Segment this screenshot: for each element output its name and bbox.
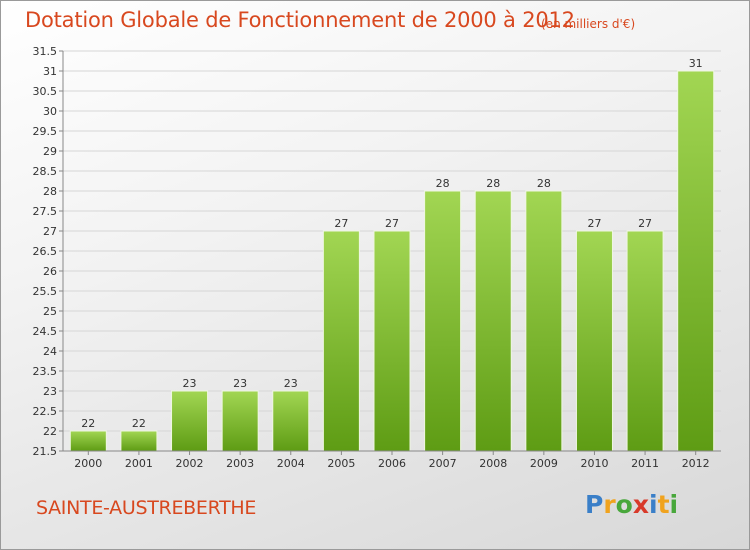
bar-2002 (171, 390, 209, 452)
x-tick-label: 2007 (429, 457, 457, 470)
y-tick-label: 27.5 (33, 205, 58, 218)
data-label: 28 (486, 177, 500, 190)
logo-letter: P (585, 490, 604, 519)
chart-subtitle: (en milliers d'€) (541, 17, 636, 31)
proxiti-logo[interactable]: Proxiti (585, 490, 678, 519)
x-tick-label: 2008 (479, 457, 507, 470)
data-label: 28 (436, 177, 450, 190)
y-tick-label: 29.5 (33, 125, 58, 138)
bar-2012 (677, 70, 715, 452)
y-tick-label: 31 (43, 65, 57, 78)
y-tick-label: 28 (43, 185, 57, 198)
x-tick-label: 2004 (277, 457, 305, 470)
y-tick-label: 31.5 (33, 45, 58, 58)
x-tick-label: 2002 (176, 457, 204, 470)
bar-2007 (424, 190, 462, 452)
y-tick-label: 24 (43, 345, 57, 358)
bar-2010 (575, 230, 613, 452)
data-label: 22 (132, 417, 146, 430)
y-tick-label: 22.5 (33, 405, 58, 418)
data-label: 22 (81, 417, 95, 430)
x-tick-label: 2000 (74, 457, 102, 470)
bar-2000 (69, 430, 107, 452)
y-tick-label: 23.5 (33, 365, 58, 378)
y-tick-label: 23 (43, 385, 57, 398)
x-tick-label: 2012 (682, 457, 710, 470)
y-tick-label: 25 (43, 305, 57, 318)
bars (69, 70, 715, 452)
bar-2004 (272, 390, 310, 452)
data-label: 28 (537, 177, 551, 190)
x-tick-label: 2009 (530, 457, 558, 470)
bar-2001 (120, 430, 158, 452)
data-label: 27 (334, 217, 348, 230)
y-tick-label: 26 (43, 265, 57, 278)
x-tick-label: 2001 (125, 457, 153, 470)
y-tick-label: 28.5 (33, 165, 58, 178)
x-tick-label: 2003 (226, 457, 254, 470)
y-tick-label: 21.5 (33, 445, 58, 458)
bar-2011 (626, 230, 664, 452)
axes: 21.5 22 22.5 23 23.5 24 24.5 25 25.5 26 26.5 27 27.5… (33, 45, 721, 470)
y-tick-label: 27 (43, 225, 57, 238)
data-label: 23 (284, 377, 298, 390)
bar-2006 (373, 230, 411, 452)
data-label: 27 (638, 217, 652, 230)
x-tick-label: 2010 (580, 457, 608, 470)
bar-2005 (322, 230, 360, 452)
logo-letter: i (649, 490, 658, 519)
logo-letter: x (632, 490, 649, 519)
data-label: 31 (689, 57, 703, 70)
y-tick-label: 30.5 (33, 85, 58, 98)
data-label: 23 (183, 377, 197, 390)
data-label: 23 (233, 377, 247, 390)
x-tick-label: 2006 (378, 457, 406, 470)
x-tick-label: 2005 (327, 457, 355, 470)
bar-2003 (221, 390, 259, 452)
logo-letter: t (657, 490, 670, 519)
y-tick-label: 30 (43, 105, 57, 118)
y-tick-label: 26.5 (33, 245, 58, 258)
y-tick-label: 24.5 (33, 325, 58, 338)
logo-letter: o (615, 490, 633, 519)
bar-2009 (525, 190, 563, 452)
y-tick-label: 25.5 (33, 285, 58, 298)
logo-letter: r (603, 490, 616, 519)
logo-letter: i (669, 490, 679, 519)
data-label: 27 (587, 217, 601, 230)
data-labels: 22 22 23 23 23 27 27 28 28 28 27 27 31 (81, 57, 702, 430)
x-tick-label: 2011 (631, 457, 659, 470)
y-tick-label: 22 (43, 425, 57, 438)
data-label: 27 (385, 217, 399, 230)
bar-2008 (474, 190, 512, 452)
chart-title: Dotation Globale de Fonctionnement de 20… (25, 8, 575, 32)
commune-name: SAINTE-AUSTREBERTHE (36, 497, 257, 519)
y-tick-label: 29 (43, 145, 57, 158)
